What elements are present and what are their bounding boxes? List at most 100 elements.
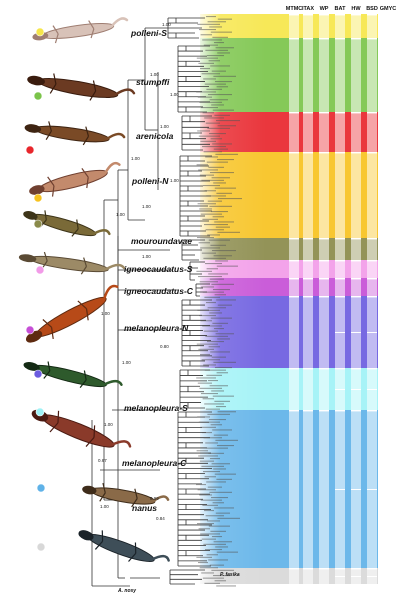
column-break xyxy=(303,368,313,370)
lizard-leg xyxy=(44,210,47,221)
tip-label xyxy=(205,156,218,158)
tip-label xyxy=(217,517,240,519)
tip-label xyxy=(212,109,234,111)
lizard-body xyxy=(37,78,119,98)
tip-label xyxy=(196,556,212,558)
column-break xyxy=(303,568,313,570)
column-break xyxy=(303,14,313,16)
column-break xyxy=(289,38,299,40)
column-break xyxy=(335,278,345,280)
lizard-photo-polleni-S xyxy=(32,17,129,44)
support-value: 1.00 xyxy=(170,178,179,183)
column-break xyxy=(351,278,361,280)
tip-label xyxy=(197,523,214,525)
tip-label xyxy=(197,489,216,491)
tip-label xyxy=(213,75,236,77)
method-column-MTMC xyxy=(289,12,299,586)
support-value: 1.00 xyxy=(122,360,131,365)
column-break xyxy=(289,260,299,262)
tip-label xyxy=(205,515,224,517)
tip-label xyxy=(213,182,226,184)
column-break xyxy=(351,576,361,577)
tip-label xyxy=(213,468,226,470)
lizard-leg xyxy=(51,185,55,197)
tip-label xyxy=(204,369,226,371)
lizard-photo-igneocaudatus-S xyxy=(18,251,126,275)
column-break xyxy=(367,576,377,577)
lizard-leg xyxy=(85,437,95,447)
tip-label xyxy=(213,434,228,436)
tip-label xyxy=(218,198,242,200)
tip-label xyxy=(201,286,214,288)
column-break xyxy=(367,389,377,390)
tip-label xyxy=(214,473,236,475)
tip-label xyxy=(208,380,218,382)
column-break xyxy=(319,368,329,370)
tip-label xyxy=(216,551,238,553)
lizard-leg xyxy=(50,327,54,340)
tip-label xyxy=(214,400,230,402)
lizard-leg xyxy=(128,552,137,562)
column-break xyxy=(383,152,393,154)
tip-label xyxy=(204,476,216,478)
tip-label xyxy=(211,104,224,106)
column-break xyxy=(319,14,329,16)
tip-label xyxy=(201,252,216,254)
tip-label xyxy=(216,372,228,374)
tip-label xyxy=(208,239,230,241)
lizard-photo-stumpffi xyxy=(27,73,136,101)
method-column-HW xyxy=(351,12,361,586)
method-column-breaks-BAT xyxy=(335,14,345,577)
support-value: 1.00 xyxy=(160,124,169,129)
tip-label xyxy=(216,120,240,122)
tip-label xyxy=(208,559,228,561)
tip-label xyxy=(197,23,220,25)
lizard-photo-igneocaudatus-C xyxy=(25,284,119,343)
tip-label xyxy=(201,107,218,109)
clade-label-arenicola: arenicola xyxy=(136,131,174,141)
tip-label xyxy=(207,341,224,343)
lizard-head xyxy=(82,485,97,495)
column-break xyxy=(383,568,393,570)
method-column-headers: MTMC ITAX WP BAT HW BSD GMYC xyxy=(286,6,397,12)
method-column-breaks-ITAX xyxy=(303,14,313,570)
tip-label xyxy=(203,437,222,439)
support-value: 0.84 xyxy=(156,516,165,521)
support-value: 1.00 xyxy=(104,422,113,427)
tip-label xyxy=(204,117,224,119)
column-break xyxy=(303,238,313,240)
column-break xyxy=(367,332,377,333)
tip-label xyxy=(204,510,214,512)
outgroup-label-a-nosy: A. nosy xyxy=(117,588,136,594)
column-break xyxy=(303,152,313,154)
clade-label-igneocaudatus-S: igneocaudatus-S xyxy=(124,264,193,274)
tip-labels xyxy=(196,16,242,587)
column-break xyxy=(383,14,393,16)
lizard-leg xyxy=(42,319,52,328)
tip-label xyxy=(211,569,234,571)
tip-label xyxy=(209,205,232,207)
tip-label xyxy=(196,164,208,166)
tip-label xyxy=(208,346,220,348)
clade-label-melanopleura-S: melanopleura-S xyxy=(124,403,188,413)
tip-label xyxy=(210,31,232,33)
tip-label xyxy=(205,549,222,551)
column-break xyxy=(383,368,393,370)
tip-label xyxy=(217,18,232,20)
outgroup-label-p-fasika: P. fasika xyxy=(220,572,240,578)
tip-label xyxy=(206,88,222,90)
column-break xyxy=(335,152,345,154)
tip-label xyxy=(217,159,234,161)
support-value: 1.00 xyxy=(100,504,109,509)
tip-label xyxy=(207,127,230,129)
clade-label-nanus: nanus xyxy=(132,503,157,513)
column-break xyxy=(303,38,313,40)
tip-label xyxy=(204,582,220,584)
tip-label xyxy=(215,333,234,335)
column-break xyxy=(383,576,393,577)
clade-label-stumpffi: stumpffi xyxy=(136,77,170,87)
tip-label xyxy=(200,68,210,70)
column-break xyxy=(367,410,377,412)
column-break xyxy=(367,368,377,370)
column-break xyxy=(289,238,299,240)
